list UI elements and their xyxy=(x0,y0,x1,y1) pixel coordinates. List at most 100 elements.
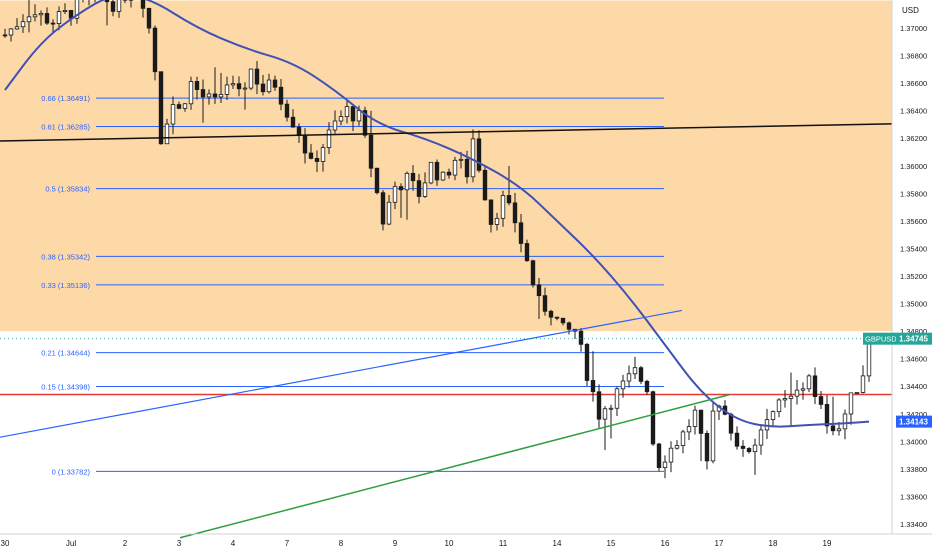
candle-body xyxy=(158,71,164,145)
candle-body xyxy=(812,375,818,397)
candle xyxy=(326,122,332,154)
price-tick-label: 1.33400 xyxy=(900,520,927,529)
candle xyxy=(506,166,512,206)
price-tick-label: 1.35000 xyxy=(900,300,927,309)
price-tick-label: 1.36400 xyxy=(900,107,927,116)
candle xyxy=(620,374,626,398)
candle xyxy=(446,168,452,179)
candle xyxy=(554,316,560,321)
candle xyxy=(88,0,90,6)
candle-body xyxy=(710,410,716,462)
candle xyxy=(206,89,212,105)
candle-body xyxy=(794,389,800,397)
candle-body xyxy=(20,21,26,28)
candle-body xyxy=(428,161,434,184)
candle-body xyxy=(512,202,518,224)
candle xyxy=(488,199,494,233)
last-price-badge-bg xyxy=(896,332,932,345)
candle-body xyxy=(26,16,32,23)
blue-trendline xyxy=(0,309,683,438)
candle xyxy=(770,410,776,427)
time-tick-label: 30 xyxy=(1,539,10,548)
candle-body xyxy=(344,106,350,118)
fib-level-label: 0.15 (1.34398) xyxy=(41,382,90,391)
candle xyxy=(194,76,200,100)
fib-level-label: 0 (1.33782) xyxy=(52,467,91,476)
candle-body xyxy=(830,425,836,432)
candle-body xyxy=(860,375,866,393)
price-tick-label: 1.36000 xyxy=(900,162,927,171)
candle xyxy=(590,351,596,402)
price-axis-panel[interactable] xyxy=(892,0,932,534)
candle-body xyxy=(248,68,254,89)
price-tick-label: 1.35800 xyxy=(900,189,927,198)
candle xyxy=(146,7,152,34)
candle-body xyxy=(146,7,152,29)
candle-body xyxy=(392,186,398,203)
time-tick-label: 16 xyxy=(661,539,670,548)
candle-body xyxy=(608,407,614,410)
candle-body xyxy=(476,138,482,171)
ma-badge-bg xyxy=(896,415,932,428)
candle xyxy=(698,409,704,462)
price-tick-label: 1.34800 xyxy=(900,327,927,336)
candle xyxy=(374,167,380,195)
candle xyxy=(248,68,254,91)
candle xyxy=(278,79,284,111)
candle xyxy=(122,0,128,4)
candle-body xyxy=(44,13,50,24)
candle-body xyxy=(782,398,788,401)
candle-body xyxy=(482,169,488,201)
candle xyxy=(242,82,248,110)
candle-body xyxy=(398,186,404,191)
time-tick-label: 4 xyxy=(231,539,236,548)
candle-body xyxy=(236,83,242,90)
candle xyxy=(662,455,668,479)
candle-body xyxy=(296,126,302,136)
candle xyxy=(530,259,536,288)
candle-body xyxy=(170,104,176,125)
price-tick-label: 1.33800 xyxy=(900,465,927,474)
candle-body xyxy=(260,83,266,93)
candle-body xyxy=(656,443,662,468)
candle-body xyxy=(380,192,386,225)
candle xyxy=(416,173,422,204)
candle xyxy=(44,7,50,25)
candle xyxy=(20,14,26,33)
candle-body xyxy=(194,81,200,90)
candle-body xyxy=(554,316,560,319)
candle-body xyxy=(74,0,80,19)
candle xyxy=(254,60,260,95)
candle-body xyxy=(140,0,146,9)
candle-body xyxy=(800,388,806,391)
symbol-badge-bg xyxy=(863,332,896,345)
candle xyxy=(482,165,488,201)
candle-body xyxy=(620,380,626,390)
candle xyxy=(476,130,482,173)
price-tick-label: 1.35200 xyxy=(900,272,927,281)
candle-body xyxy=(200,89,206,98)
black-trendline xyxy=(0,122,932,142)
time-tick-label: 9 xyxy=(393,539,398,548)
candle xyxy=(650,390,656,446)
candle-body xyxy=(758,429,764,446)
green-trendline xyxy=(179,393,731,539)
price-tick-label: 1.37000 xyxy=(900,24,927,33)
candle xyxy=(692,405,698,435)
candle-body xyxy=(788,395,794,399)
candle-body xyxy=(602,408,608,420)
fib-level-label: 0.61 (1.36285) xyxy=(41,123,90,132)
candle-body xyxy=(38,13,44,16)
fib-level-label: 0.21 (1.34644) xyxy=(41,349,90,358)
candle xyxy=(548,309,554,326)
candle-body xyxy=(488,199,494,225)
candle xyxy=(230,75,236,89)
price-tick-label: 1.34400 xyxy=(900,382,927,391)
candle xyxy=(224,76,230,100)
last-price-badge: GBPUSD 1.34745 xyxy=(863,332,932,345)
candle xyxy=(578,327,584,352)
candle xyxy=(158,71,164,145)
price-tick-label: 1.35400 xyxy=(900,244,927,253)
candle xyxy=(806,374,812,393)
